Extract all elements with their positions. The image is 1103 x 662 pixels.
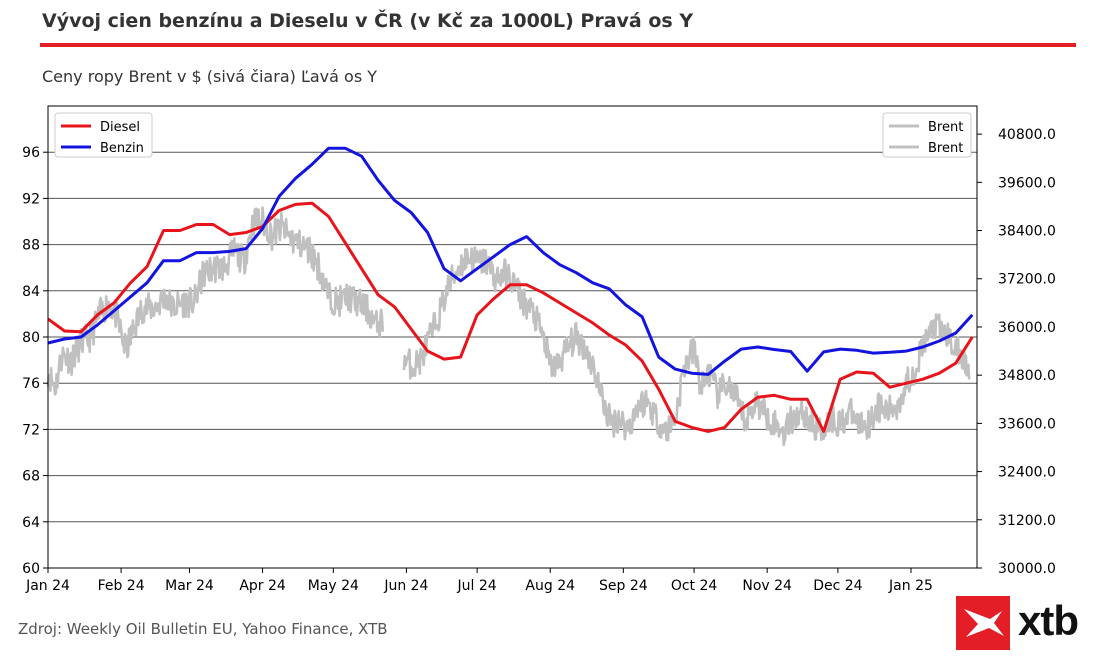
- diesel-line: [47, 201, 974, 433]
- gridlines: [48, 151, 977, 523]
- left-tick-label: 96: [22, 145, 40, 161]
- x-tick-label: Aug 24: [525, 578, 575, 594]
- right-tick-label: 39600.0: [998, 175, 1056, 191]
- title-divider: [40, 43, 1076, 47]
- left-tick-label: 60: [22, 561, 40, 577]
- axes: 60 64 68 72 76 80 84 88 92 96 30000.0 31200.0 32400.…: [22, 127, 1056, 594]
- benzin-line: [47, 146, 974, 376]
- x-tick-label: Jun 24: [383, 578, 428, 594]
- source-note: Zdroj: Weekly Oil Bulletin EU, Yahoo Fin…: [18, 620, 388, 638]
- logo-text: xtb: [1018, 597, 1079, 644]
- right-tick-label: 30000.0: [998, 561, 1056, 577]
- left-tick-label: 64: [22, 515, 40, 531]
- legend-fuel: Diesel Benzin: [54, 112, 153, 158]
- xtb-logo: xtb: [956, 596, 1096, 652]
- right-tick-label: 32400.0: [998, 465, 1056, 481]
- right-tick-label: 40800.0: [998, 127, 1056, 143]
- chart-subtitle: Ceny ropy Brent v $ (sivá čiara) Ľavá os…: [42, 67, 378, 86]
- left-tick-label: 72: [22, 422, 40, 438]
- x-tick-label: May 24: [308, 578, 359, 594]
- fuel-series: [47, 146, 974, 433]
- x-tick-label: Feb 24: [98, 578, 145, 594]
- x-tick-label: Sep 24: [599, 578, 648, 594]
- logo-x-icon: [964, 609, 1004, 637]
- x-tick-label: Jan 25: [888, 578, 933, 594]
- right-tick-label: 34800.0: [998, 368, 1056, 384]
- right-tick-label: 36000.0: [998, 320, 1056, 336]
- x-tick-label: Nov 24: [742, 578, 792, 594]
- brent-line: [46, 206, 385, 396]
- right-tick-label: 31200.0: [998, 513, 1056, 529]
- x-tick-label: Dec 24: [813, 578, 862, 594]
- right-tick-label: 37200.0: [998, 272, 1056, 288]
- right-tick-label: 38400.0: [998, 224, 1056, 240]
- brent-line: [402, 246, 971, 447]
- legend-brent: Brent Brent: [882, 112, 972, 158]
- legend-label: Benzin: [100, 141, 144, 156]
- left-tick-label: 88: [22, 238, 40, 254]
- x-tick-label: Jul 24: [457, 578, 497, 594]
- brent-series: [46, 206, 971, 447]
- legend-label: Diesel: [100, 120, 140, 135]
- left-tick-label: 68: [22, 469, 40, 485]
- left-tick-label: 92: [22, 191, 40, 207]
- x-tick-label: Jan 24: [25, 578, 70, 594]
- legend-label: Brent: [928, 141, 963, 156]
- legend-label: Brent: [928, 120, 963, 135]
- right-tick-label: 33600.0: [998, 416, 1056, 432]
- left-tick-label: 76: [22, 376, 40, 392]
- x-tick-label: Mar 24: [165, 578, 214, 594]
- chart-title: Vývoj cien benzínu a Dieselu v ČR (v Kč …: [42, 10, 694, 32]
- logo-mark: [956, 596, 1010, 650]
- x-tick-label: Apr 24: [239, 578, 286, 594]
- x-tick-label: Oct 24: [671, 578, 718, 594]
- left-tick-label: 80: [22, 330, 40, 346]
- left-tick-label: 84: [22, 284, 40, 300]
